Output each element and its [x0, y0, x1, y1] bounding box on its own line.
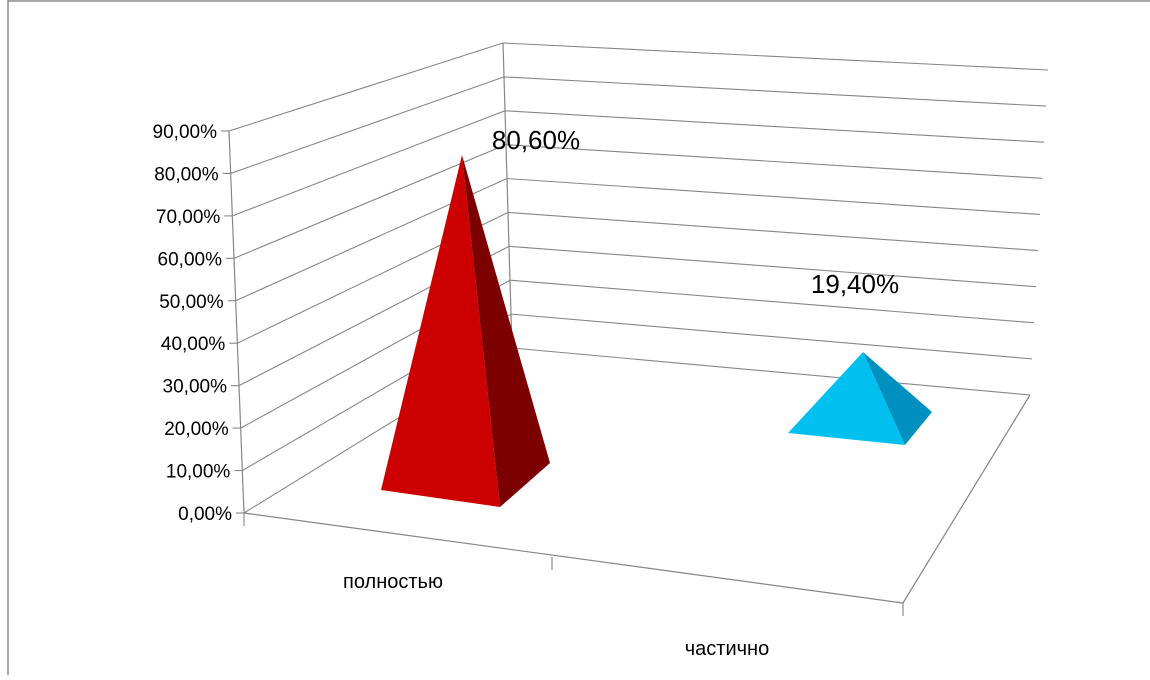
gridline-left-wall [232, 110, 506, 217]
gridline-back-wall [511, 347, 1031, 396]
y-tick-label: 70,00% [156, 207, 221, 228]
gridline-left-wall [228, 42, 504, 132]
floor-right-edge [902, 394, 1031, 604]
x-tick-label: частично [685, 638, 769, 660]
y-axis-tick-labels: 0,00% 10,00% 20,00% 30,00% 40,00% 50,00% 60,00… [153, 122, 233, 525]
y-tick-label: 10,00% [166, 462, 231, 483]
floor-front-edge [243, 512, 904, 604]
left-wall-edge [228, 130, 245, 514]
y-tick-label: 0,00% [178, 504, 232, 525]
back-corner-edge [502, 42, 513, 349]
x-axis-tick-labels: полностью частично [343, 571, 769, 660]
chart-axes [221, 130, 904, 616]
y-tick-label: 20,00% [164, 419, 229, 440]
pyramid-bar [788, 352, 932, 445]
gridline-back-wall [505, 144, 1043, 179]
data-labels: 80,60% 19,40% [492, 125, 899, 299]
data-label: 19,40% [811, 269, 899, 299]
gridline-back-wall [508, 245, 1037, 288]
pyramid-bar-side-face [863, 352, 932, 445]
gridline-back-wall [506, 178, 1041, 215]
y-tick-label: 50,00% [159, 292, 224, 313]
gridline-back-wall [502, 42, 1049, 71]
pyramid-bar-front-face [381, 155, 500, 507]
data-label: 80,60% [492, 125, 580, 155]
chart-bars [381, 155, 932, 507]
gridline-back-wall [503, 76, 1047, 107]
chart-walls [228, 42, 1031, 604]
pyramid-bar-side-face [462, 155, 550, 507]
y-tick-label: 30,00% [163, 377, 228, 398]
y-tick-label: 80,00% [154, 164, 219, 185]
gridline-back-wall [504, 110, 1045, 143]
gridlines [228, 42, 1049, 514]
pyramid-bar [381, 155, 550, 507]
y-tick-label: 40,00% [161, 334, 226, 355]
gridline-back-wall [510, 313, 1033, 360]
gridline-back-wall [509, 279, 1035, 324]
pyramid-bar-front-face [788, 352, 905, 445]
x-tick-label: полностью [343, 571, 443, 593]
gridline-left-wall [230, 76, 505, 174]
gridline-back-wall [507, 211, 1039, 252]
y-tick-label: 60,00% [158, 249, 223, 270]
y-tick-label: 90,00% [153, 122, 218, 143]
